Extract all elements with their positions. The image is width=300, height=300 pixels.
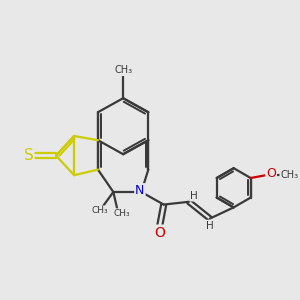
Text: H: H bbox=[190, 190, 198, 201]
Text: O: O bbox=[266, 167, 276, 180]
Text: S: S bbox=[24, 148, 33, 163]
Text: CH₃: CH₃ bbox=[114, 65, 132, 75]
Text: H: H bbox=[206, 220, 214, 231]
Text: CH₃: CH₃ bbox=[91, 206, 108, 215]
Text: CH₃: CH₃ bbox=[280, 170, 298, 180]
Text: O: O bbox=[154, 226, 165, 240]
Text: N: N bbox=[135, 184, 145, 197]
Text: CH₃: CH₃ bbox=[113, 209, 130, 218]
